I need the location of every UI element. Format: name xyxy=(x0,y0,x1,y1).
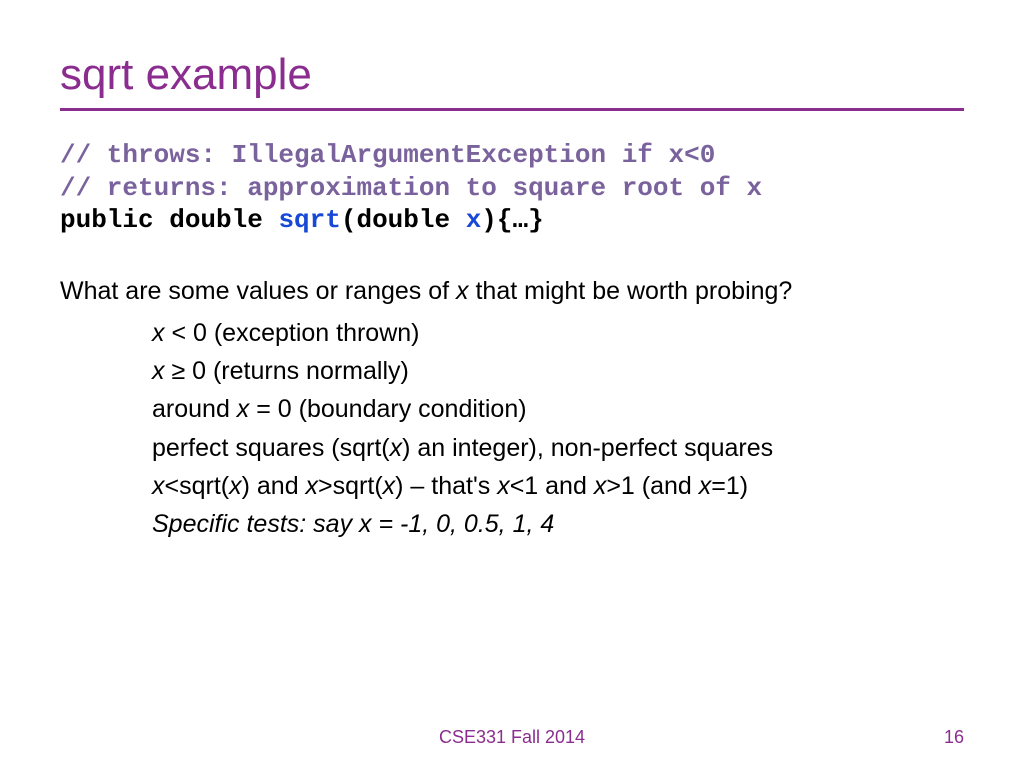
b5-t5: <1 and xyxy=(510,472,594,500)
body-content: What are some values or ranges of x that… xyxy=(60,273,964,543)
b5-v3: x xyxy=(306,472,319,500)
b5-v2: x xyxy=(229,472,242,500)
b4-var: x xyxy=(390,434,403,462)
footer-text: CSE331 Fall 2014 xyxy=(0,727,1024,748)
code-sig-name: sqrt xyxy=(278,205,340,235)
code-comment-1: // throws: IllegalArgumentException if x… xyxy=(60,140,715,170)
page-number: 16 xyxy=(944,727,964,748)
b5-t4: ) – that's xyxy=(395,472,497,500)
b5-v4: x xyxy=(383,472,396,500)
b4-post: ) an integer), non-perfect squares xyxy=(402,434,773,462)
b1-rest: < 0 (exception thrown) xyxy=(165,319,420,347)
b5-v1: x xyxy=(152,472,165,500)
b5-t2: ) and xyxy=(242,472,306,500)
title-rule xyxy=(60,108,964,111)
b5-v7: x xyxy=(699,472,712,500)
code-sig-post: ){…} xyxy=(481,205,543,235)
slide-title: sqrt example xyxy=(60,50,964,100)
b3-var: x xyxy=(237,395,250,423)
question-line: What are some values or ranges of x that… xyxy=(60,273,964,309)
question-var: x xyxy=(456,277,469,305)
bullet-5: x<sqrt(x) and x>sqrt(x) – that's x<1 and… xyxy=(152,468,964,504)
b5-t7: =1) xyxy=(711,472,748,500)
code-sig-pre: public double xyxy=(60,205,278,235)
code-comment-2: // returns: approximation to square root… xyxy=(60,173,762,203)
b3-post: = 0 (boundary condition) xyxy=(249,395,526,423)
code-sig-arg: x xyxy=(466,205,482,235)
bullet-list: x < 0 (exception thrown) x ≥ 0 (returns … xyxy=(60,315,964,543)
b4-pre: perfect squares (sqrt( xyxy=(152,434,390,462)
question-post: that might be worth probing? xyxy=(469,277,793,305)
b5-v5: x xyxy=(497,472,510,500)
b5-t1: <sqrt( xyxy=(165,472,230,500)
b5-v6: x xyxy=(594,472,607,500)
b5-t6: >1 (and xyxy=(606,472,698,500)
b2-var: x xyxy=(152,357,165,385)
b1-var: x xyxy=(152,319,165,347)
bullet-6: Specific tests: say x = -1, 0, 0.5, 1, 4 xyxy=(152,506,964,542)
code-sig-mid: (double xyxy=(341,205,466,235)
bullet-4: perfect squares (sqrt(x) an integer), no… xyxy=(152,430,964,466)
code-block: // throws: IllegalArgumentException if x… xyxy=(60,139,964,237)
bullet-1: x < 0 (exception thrown) xyxy=(152,315,964,351)
question-pre: What are some values or ranges of xyxy=(60,277,456,305)
b2-rest: ≥ 0 (returns normally) xyxy=(165,357,409,385)
b5-t3: >sqrt( xyxy=(318,472,383,500)
bullet-3: around x = 0 (boundary condition) xyxy=(152,391,964,427)
b3-pre: around xyxy=(152,395,237,423)
bullet-2: x ≥ 0 (returns normally) xyxy=(152,353,964,389)
